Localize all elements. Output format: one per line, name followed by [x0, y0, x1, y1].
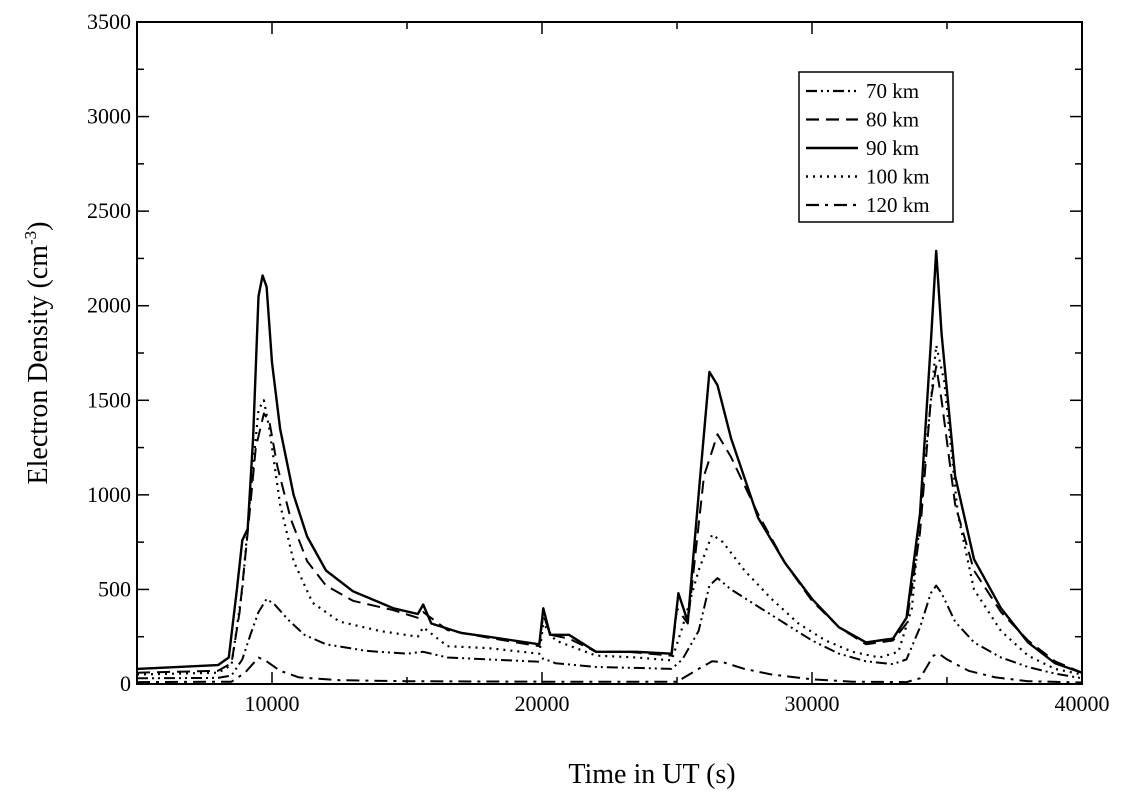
x-tick-label-10000: 10000: [245, 691, 300, 716]
series-line-90-km: [136, 249, 1083, 674]
y-axis-title: Electron Density (cm-3): [21, 222, 54, 485]
series-layer: [136, 249, 1083, 684]
y-tick-label-0: 0: [120, 671, 131, 696]
legend-label-70-km: 70 km: [866, 79, 919, 103]
y-axis-title-superscript: -3: [21, 231, 40, 245]
series-line-70-km: [136, 577, 1083, 680]
y-tick-label-2500: 2500: [87, 198, 131, 223]
legend-label-80-km: 80 km: [866, 108, 919, 132]
legend-entries: 70 km 80 km 90 km 100 km 120 km: [806, 79, 930, 217]
legend-label-90-km: 90 km: [866, 136, 919, 160]
y-axis-title-close: ): [23, 222, 54, 231]
y-axis-title-main: Electron Density (cm: [23, 245, 54, 485]
x-axis-title: Time in UT (s): [568, 759, 735, 790]
axis-ticks: 10000 20000 30000 40000 0 500 1000 1500 2000 2500…: [87, 9, 1110, 716]
legend-label-120-km: 120 km: [866, 193, 930, 217]
x-tick-label-40000: 40000: [1055, 691, 1110, 716]
x-tick-label-20000: 20000: [515, 691, 570, 716]
y-tick-label-1500: 1500: [87, 387, 131, 412]
legend-label-100-km: 100 km: [866, 165, 930, 189]
series-line-100-km: [136, 344, 1083, 676]
series-line-120-km: [136, 652, 1083, 684]
y-tick-label-3000: 3000: [87, 104, 131, 129]
y-tick-label-1000: 1000: [87, 482, 131, 507]
series-line-80-km: [136, 365, 1083, 674]
legend: 70 km 80 km 90 km 100 km 120 km: [798, 71, 954, 223]
x-tick-label-30000: 30000: [785, 691, 840, 716]
y-tick-label-2000: 2000: [87, 293, 131, 318]
y-tick-label-500: 500: [98, 576, 131, 601]
y-tick-label-3500: 3500: [87, 9, 131, 34]
